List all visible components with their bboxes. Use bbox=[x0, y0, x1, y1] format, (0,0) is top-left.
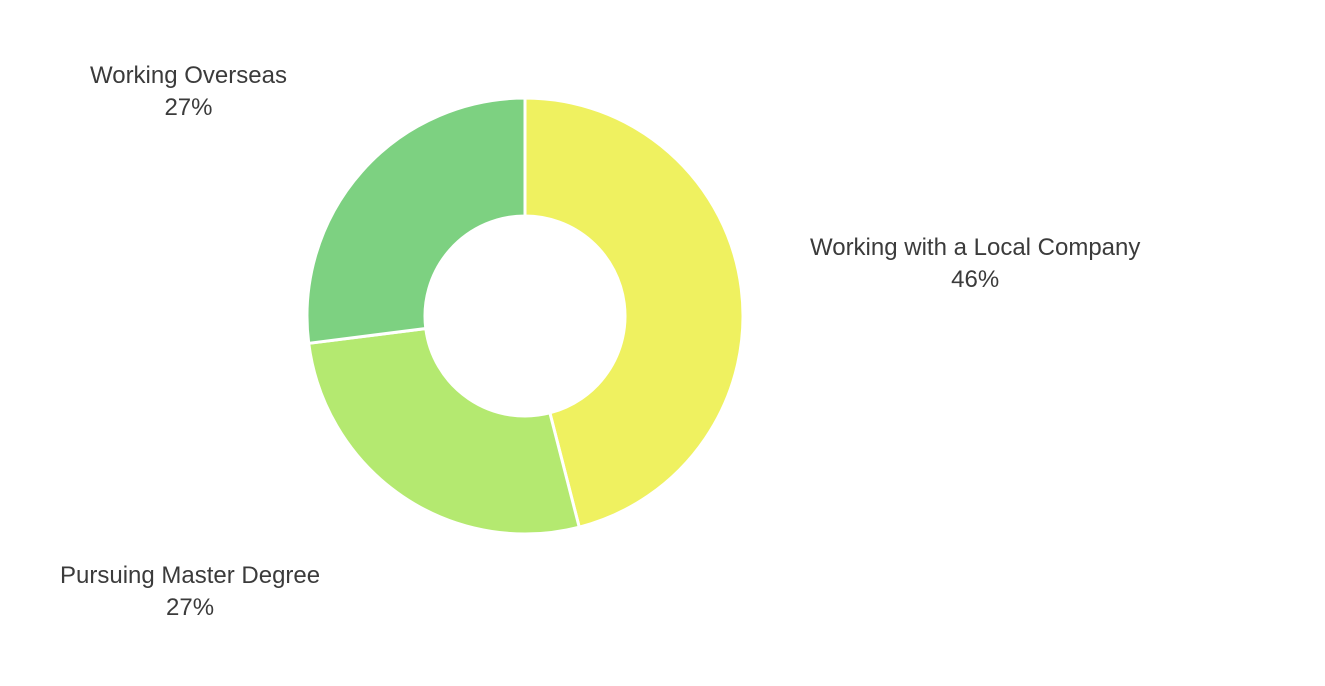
slice-label-text: Working with a Local Company bbox=[810, 234, 1140, 261]
slice-label-overseas: Working Overseas 27% bbox=[90, 60, 287, 125]
slice-label-text: Working Overseas bbox=[90, 62, 287, 89]
slice-label-local: Working with a Local Company 46% bbox=[810, 232, 1140, 297]
chart-stage: Working with a Local Company 46% Pursuin… bbox=[0, 0, 1325, 681]
slice-label-text: Pursuing Master Degree bbox=[60, 562, 320, 589]
slice-label-master: Pursuing Master Degree 27% bbox=[60, 560, 320, 625]
slice-percent-text: 27% bbox=[60, 592, 320, 624]
donut-hole bbox=[425, 216, 625, 416]
slice-percent-text: 46% bbox=[810, 264, 1140, 296]
slice-percent-text: 27% bbox=[90, 92, 287, 124]
